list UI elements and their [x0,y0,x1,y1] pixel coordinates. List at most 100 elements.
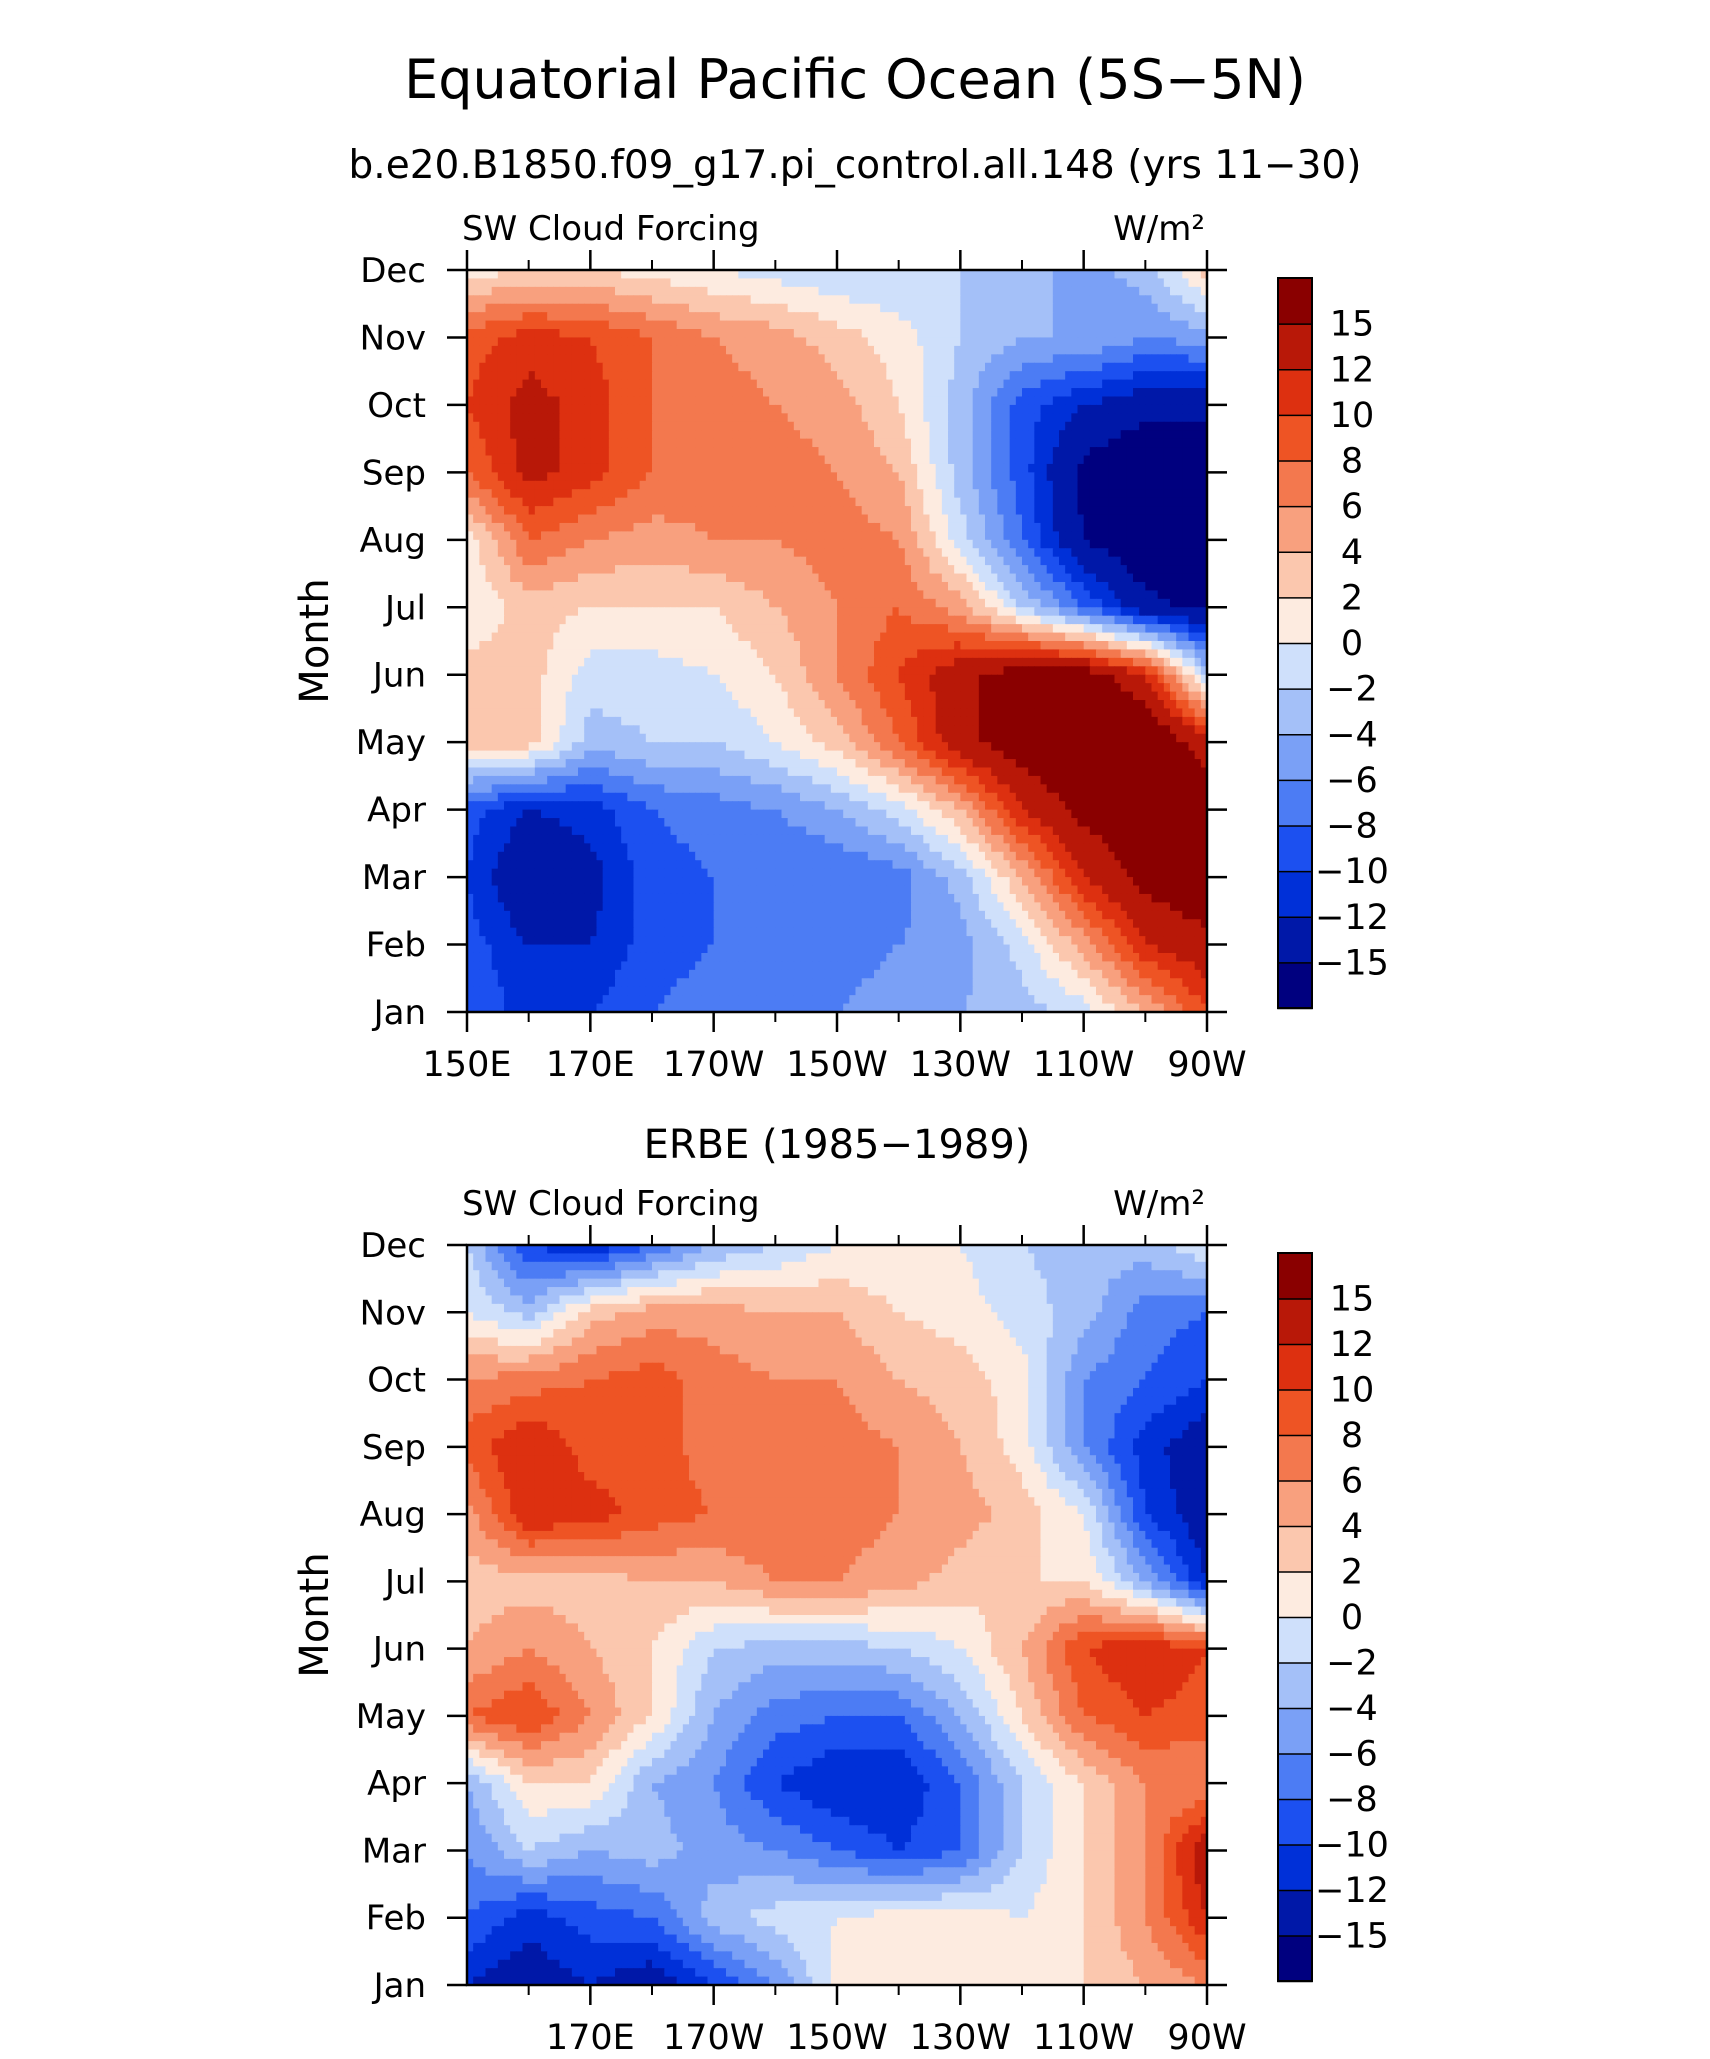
heatmap-cell [621,472,628,482]
heatmap-cell [467,354,474,364]
heatmap-cell [1077,295,1085,305]
heatmap-cell [713,480,721,490]
heatmap-cell [867,396,875,406]
heatmap-cell [504,345,511,355]
heatmap-cell [516,506,524,516]
heatmap-cell [1163,421,1171,431]
heatmap-cell [627,472,635,482]
heatmap-cell [867,590,875,600]
heatmap-cell [615,565,622,575]
heatmap-cell [1188,565,1196,575]
heatmap-cell [510,379,517,389]
heatmap-cell [763,320,770,330]
heatmap-cell [1200,447,1208,457]
heatmap-cell [985,480,992,490]
heatmap-cell [923,312,931,322]
heatmap-cell [1083,598,1091,608]
heatmap-cell [1034,581,1042,592]
heatmap-cell [874,278,881,288]
heatmap-cell [1015,388,1023,398]
heatmap-cell [793,278,801,288]
heatmap-cell [849,430,857,440]
heatmap-cell [997,573,1005,583]
heatmap-cell [1028,447,1035,457]
heatmap-cell [874,438,881,448]
heatmap-cell [824,556,832,566]
heatmap-cell [676,295,684,305]
heatmap-cell [744,430,752,440]
heatmap-cell [997,270,1005,280]
heatmap-cell [528,463,536,473]
heatmap-cell [763,329,770,339]
heatmap-cell [892,565,900,575]
heatmap-cell [504,329,511,339]
heatmap-cell [664,455,672,465]
heatmap-cell [621,548,628,558]
heatmap-cell [787,455,795,465]
heatmap-cell [837,362,844,372]
heatmap-cell [991,371,998,381]
heatmap-cell [1182,337,1190,347]
heatmap-cell [676,320,684,330]
heatmap-cell [1176,556,1183,566]
heatmap-cell [1139,379,1146,389]
heatmap-cell [510,581,517,592]
heatmap-cell [1145,514,1153,524]
heatmap-cell [541,295,548,305]
heatmap-cell [1028,514,1035,524]
heatmap-cell [763,270,770,280]
heatmap-cell [843,295,850,305]
heatmap-cell [954,430,961,440]
heatmap-cell [559,329,567,339]
heatmap-cell [1083,480,1091,490]
heatmap-cell [504,455,511,465]
heatmap-cell [1034,531,1042,541]
heatmap-cell [652,581,659,592]
heatmap-cell [744,345,752,355]
heatmap-cell [1022,404,1029,414]
heatmap-cell [1096,489,1103,499]
heatmap-cell [578,345,585,355]
heatmap-cell [608,362,616,372]
heatmap-cell [818,565,826,575]
heatmap-cell [1071,548,1079,558]
heatmap-cell [769,371,776,381]
heatmap-cell [707,354,715,364]
heatmap-cell [701,371,709,381]
heatmap-cell [584,455,591,465]
heatmap-cell [948,430,955,440]
heatmap-cell [744,312,752,322]
heatmap-cell [1028,396,1035,406]
heatmap-cell [1157,480,1165,490]
heatmap-cell [960,329,968,339]
heatmap-cell [1102,573,1109,583]
heatmap-cell [898,388,906,398]
heatmap-cell [898,607,906,617]
heatmap-cell [941,295,949,305]
heatmap-cell [571,548,579,558]
heatmap-cell [652,615,659,625]
heatmap-cell [738,295,746,305]
heatmap-cell [713,362,721,372]
heatmap-cell [1170,303,1177,313]
heatmap-cell [541,455,548,465]
heatmap-cell [738,565,746,575]
heatmap-cell [892,489,900,499]
heatmap-cell [1009,430,1017,440]
heatmap-cell [676,362,684,372]
heatmap-cell [485,421,493,431]
heatmap-cell [1089,312,1097,322]
heatmap-cell [917,522,924,532]
heatmap-cell [571,531,579,541]
heatmap-cell [664,413,672,423]
heatmap-cell [756,581,764,592]
heatmap-cell [960,286,968,296]
heatmap-cell [1170,531,1177,541]
heatmap-cell [744,362,752,372]
heatmap-cell [479,556,487,566]
heatmap-cell [1157,531,1165,541]
heatmap-cell [1096,497,1103,507]
heatmap-cell [855,573,863,583]
heatmap-cell [491,413,499,423]
heatmap-cell [1182,581,1190,592]
